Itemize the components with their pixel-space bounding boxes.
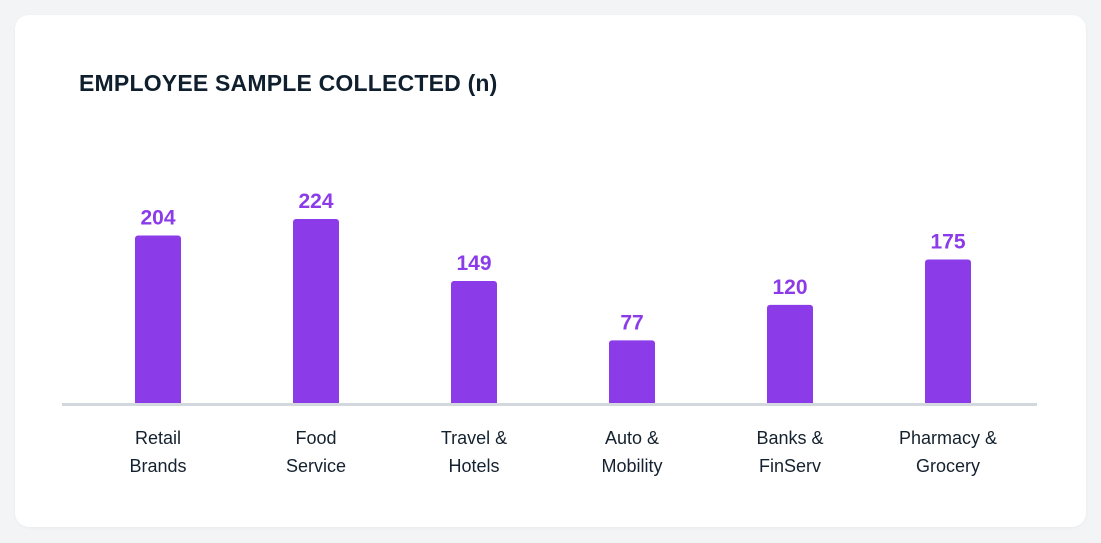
bar-0 [135, 235, 181, 406]
category-label-2-line-1: Hotels [448, 456, 499, 476]
category-label-4-line-1: FinServ [759, 456, 821, 476]
category-label-5-line-1: Grocery [916, 456, 980, 476]
bar-3 [609, 340, 655, 406]
category-label-3-line-1: Mobility [601, 456, 662, 476]
data-label-3: 77 [620, 311, 643, 334]
bar-2 [451, 280, 497, 406]
category-label-0-line-1: Brands [129, 456, 186, 476]
category-label-1-line-0: Food [295, 428, 336, 448]
bar-5 [925, 259, 971, 406]
category-label-0-line-0: Retail [135, 428, 181, 448]
bar-4 [767, 304, 813, 406]
bar-1 [293, 219, 339, 406]
data-label-4: 120 [772, 276, 807, 299]
category-label-5-line-0: Pharmacy & [899, 428, 997, 448]
category-label-4-line-0: Banks & [756, 428, 823, 448]
chart-title: EMPLOYEE SAMPLE COLLECTED (n) [79, 70, 498, 96]
chart-card [15, 15, 1086, 527]
data-label-2: 149 [456, 252, 491, 275]
category-label-3-line-0: Auto & [605, 428, 659, 448]
category-label-2-line-0: Travel & [441, 428, 507, 448]
data-label-5: 175 [930, 230, 965, 253]
data-label-0: 204 [140, 207, 175, 230]
category-label-1-line-1: Service [286, 456, 346, 476]
data-label-1: 224 [298, 190, 333, 213]
